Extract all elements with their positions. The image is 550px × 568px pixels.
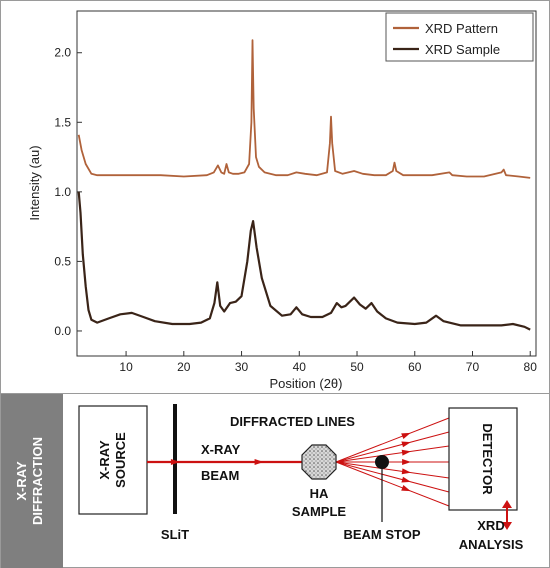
xrd-setup-diagram: X-RAY DIFFRACTION X-RAY SOURCE SLiT X-RA… — [1, 393, 549, 568]
series-line-xrd-pattern — [77, 39, 531, 179]
side-label-panel — [1, 394, 63, 568]
analysis-label-line-2: ANALYSIS — [459, 537, 524, 552]
detector-label: DETECTOR — [480, 423, 495, 495]
plot-area — [76, 10, 537, 357]
source-label-line-1: X-RAY — [97, 440, 112, 480]
x-tick-label: 70 — [466, 360, 480, 374]
y-axis-label: Intensity (au) — [27, 145, 42, 220]
diffracted-lines-label: DIFFRACTED LINES — [230, 414, 355, 429]
series-lines — [77, 39, 531, 331]
diffracted-line — [335, 461, 450, 493]
beam-stop — [375, 455, 389, 469]
y-tick-label: 1.0 — [54, 185, 71, 199]
diffracted-line-arrow — [401, 441, 411, 448]
x-tick-label: 80 — [524, 360, 538, 374]
ha-sample — [301, 444, 337, 480]
incident-beam-arrow — [254, 459, 264, 465]
series-line-xrd-sample — [77, 191, 531, 331]
diffracted-line — [335, 445, 450, 463]
beam-stop-label: BEAM STOP — [343, 527, 420, 542]
legend: XRD Pattern XRD Sample — [385, 12, 534, 62]
incident-beam-arrow — [170, 459, 180, 465]
analysis-arrow-head — [502, 522, 512, 530]
analysis-arrow-head — [502, 500, 512, 508]
diffracted-line — [335, 461, 450, 507]
diffracted-line-arrow — [401, 476, 411, 483]
side-label-line-1: X-RAY — [14, 461, 29, 501]
x-ticks: 10 20 30 40 50 60 70 80 — [119, 351, 537, 374]
xray-source-box — [78, 405, 148, 515]
sample-label-line-1: HA — [310, 486, 329, 501]
sample-label-line-2: SAMPLE — [292, 504, 347, 519]
legend-label-xrd-sample: XRD Sample — [425, 42, 500, 57]
diffracted-line — [335, 417, 450, 463]
slit-label: SLiT — [161, 527, 189, 542]
x-tick-label: 50 — [350, 360, 364, 374]
x-axis-label: Position (2θ) — [270, 376, 343, 391]
beam-lines — [147, 417, 450, 507]
diffracted-line — [335, 461, 450, 479]
y-tick-label: 0.5 — [54, 254, 71, 268]
x-tick-label: 30 — [235, 360, 249, 374]
xrd-chart: 10 20 30 40 50 60 70 80 0.0 0.5 1.0 1.5 2.0 Positio… — [27, 10, 537, 391]
diagram-canvas: X-RAY DIFFRACTION X-RAY SOURCE SLiT X-RA… — [1, 394, 524, 568]
x-tick-label: 20 — [177, 360, 191, 374]
side-label-line-2: DIFFRACTION — [30, 437, 45, 525]
x-tick-label: 10 — [119, 360, 133, 374]
y-tick-label: 0.0 — [54, 324, 71, 338]
y-ticks: 0.0 0.5 1.0 1.5 2.0 — [54, 46, 82, 338]
legend-label-xrd-pattern: XRD Pattern — [425, 21, 498, 36]
y-tick-label: 2.0 — [54, 46, 71, 60]
diffracted-line-arrow — [401, 468, 411, 475]
beam-label-line-2: BEAM — [201, 468, 239, 483]
diffracted-line-arrow — [401, 485, 411, 492]
beam-label-line-1: X-RAY — [201, 442, 241, 457]
diffracted-line-arrow — [401, 432, 411, 439]
diffracted-line-arrow — [402, 459, 412, 465]
detector-box — [448, 407, 518, 511]
legend-box — [385, 12, 534, 62]
source-label-line-2: SOURCE — [113, 432, 128, 488]
analysis-label-line-1: XRD — [477, 518, 504, 533]
diffracted-line — [335, 431, 450, 463]
analysis-arrow — [502, 500, 512, 530]
x-tick-label: 60 — [408, 360, 422, 374]
y-tick-label: 1.5 — [54, 115, 71, 129]
x-tick-label: 40 — [293, 360, 307, 374]
diffracted-line-arrow — [401, 449, 411, 456]
